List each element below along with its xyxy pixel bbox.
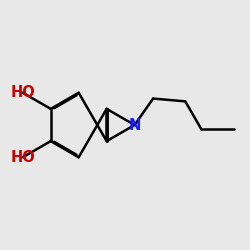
Text: N: N	[128, 118, 141, 132]
Text: HO: HO	[10, 150, 35, 165]
Text: HO: HO	[10, 85, 35, 100]
